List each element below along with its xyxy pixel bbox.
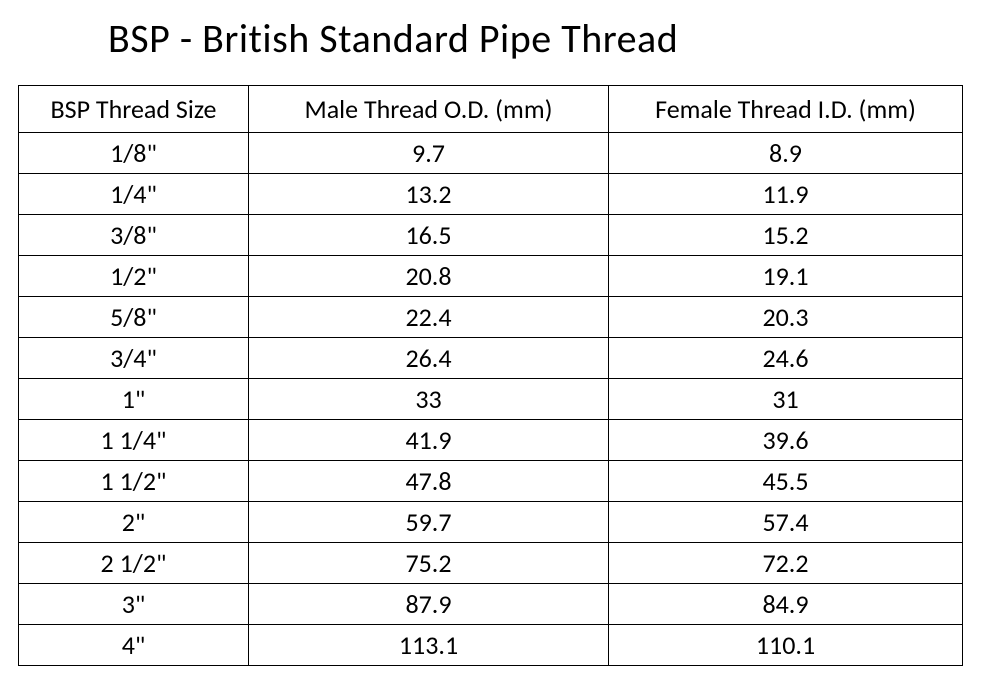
page-container: BSP - British Standard Pipe Thread BSP T… bbox=[0, 0, 984, 676]
cell-female: 57.4 bbox=[609, 502, 963, 543]
table-row: 1 1/4" 41.9 39.6 bbox=[19, 420, 963, 461]
table-row: 3/4" 26.4 24.6 bbox=[19, 338, 963, 379]
table-row: 1/4" 13.2 11.9 bbox=[19, 174, 963, 215]
cell-size: 3" bbox=[19, 584, 249, 625]
cell-male: 47.8 bbox=[249, 461, 609, 502]
bsp-thread-table: BSP Thread Size Male Thread O.D. (mm) Fe… bbox=[18, 85, 963, 666]
cell-size: 1 1/4" bbox=[19, 420, 249, 461]
cell-male: 16.5 bbox=[249, 215, 609, 256]
cell-size: 3/8" bbox=[19, 215, 249, 256]
cell-male: 33 bbox=[249, 379, 609, 420]
cell-female: 72.2 bbox=[609, 543, 963, 584]
cell-male: 22.4 bbox=[249, 297, 609, 338]
cell-female: 19.1 bbox=[609, 256, 963, 297]
cell-female: 84.9 bbox=[609, 584, 963, 625]
table-header-row: BSP Thread Size Male Thread O.D. (mm) Fe… bbox=[19, 86, 963, 133]
cell-size: 1/4" bbox=[19, 174, 249, 215]
col-header-female: Female Thread I.D. (mm) bbox=[609, 86, 963, 133]
cell-male: 113.1 bbox=[249, 625, 609, 666]
cell-female: 15.2 bbox=[609, 215, 963, 256]
table-row: 1 1/2" 47.8 45.5 bbox=[19, 461, 963, 502]
table-row: 2 1/2" 75.2 72.2 bbox=[19, 543, 963, 584]
cell-female: 31 bbox=[609, 379, 963, 420]
cell-size: 5/8" bbox=[19, 297, 249, 338]
cell-male: 41.9 bbox=[249, 420, 609, 461]
cell-male: 20.8 bbox=[249, 256, 609, 297]
cell-size: 1 1/2" bbox=[19, 461, 249, 502]
cell-male: 87.9 bbox=[249, 584, 609, 625]
cell-male: 9.7 bbox=[249, 133, 609, 174]
cell-female: 110.1 bbox=[609, 625, 963, 666]
cell-size: 4" bbox=[19, 625, 249, 666]
cell-female: 20.3 bbox=[609, 297, 963, 338]
table-row: 5/8" 22.4 20.3 bbox=[19, 297, 963, 338]
table-row: 1/8" 9.7 8.9 bbox=[19, 133, 963, 174]
cell-size: 1/8" bbox=[19, 133, 249, 174]
cell-male: 13.2 bbox=[249, 174, 609, 215]
page-title: BSP - British Standard Pipe Thread bbox=[108, 14, 966, 63]
cell-size: 1/2" bbox=[19, 256, 249, 297]
cell-size: 3/4" bbox=[19, 338, 249, 379]
cell-female: 39.6 bbox=[609, 420, 963, 461]
cell-female: 24.6 bbox=[609, 338, 963, 379]
table-row: 1/2" 20.8 19.1 bbox=[19, 256, 963, 297]
table-row: 3/8" 16.5 15.2 bbox=[19, 215, 963, 256]
cell-size: 2" bbox=[19, 502, 249, 543]
cell-female: 45.5 bbox=[609, 461, 963, 502]
cell-male: 26.4 bbox=[249, 338, 609, 379]
col-header-size: BSP Thread Size bbox=[19, 86, 249, 133]
cell-size: 2 1/2" bbox=[19, 543, 249, 584]
table-row: 4" 113.1 110.1 bbox=[19, 625, 963, 666]
cell-female: 11.9 bbox=[609, 174, 963, 215]
table-row: 2" 59.7 57.4 bbox=[19, 502, 963, 543]
table-row: 3" 87.9 84.9 bbox=[19, 584, 963, 625]
cell-male: 59.7 bbox=[249, 502, 609, 543]
cell-male: 75.2 bbox=[249, 543, 609, 584]
col-header-male: Male Thread O.D. (mm) bbox=[249, 86, 609, 133]
cell-size: 1" bbox=[19, 379, 249, 420]
cell-female: 8.9 bbox=[609, 133, 963, 174]
table-row: 1" 33 31 bbox=[19, 379, 963, 420]
